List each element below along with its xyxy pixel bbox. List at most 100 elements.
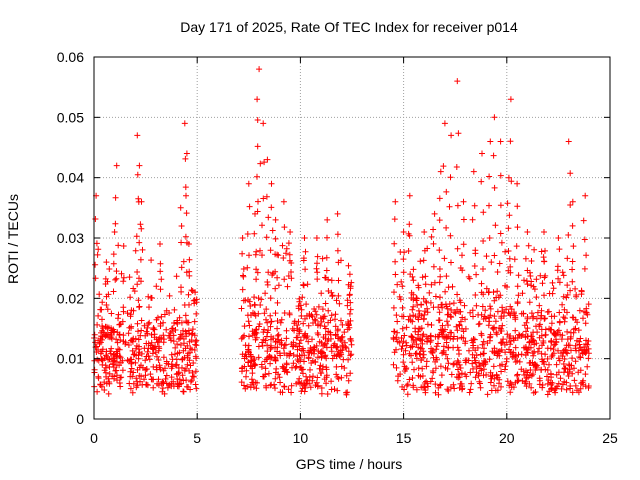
- data-point: [533, 315, 540, 322]
- data-point: [538, 248, 545, 255]
- data-point: [150, 325, 157, 331]
- data-point: [404, 391, 411, 398]
- data-point: [183, 192, 189, 199]
- data-point: [536, 345, 543, 352]
- data-point: [333, 363, 340, 370]
- data-point: [448, 371, 455, 378]
- data-point: [339, 321, 346, 328]
- data-point: [174, 317, 181, 324]
- data-point: [438, 372, 445, 379]
- data-point: [572, 285, 579, 292]
- data-point: [431, 210, 438, 217]
- data-point: [263, 356, 270, 363]
- data-point: [173, 356, 180, 363]
- data-point: [540, 339, 547, 346]
- data-point: [127, 385, 134, 392]
- data-point: [113, 367, 120, 374]
- data-point: [569, 258, 576, 265]
- data-point: [481, 357, 487, 364]
- data-point: [113, 336, 120, 343]
- data-point: [457, 318, 464, 325]
- data-point: [136, 239, 143, 246]
- data-point: [417, 258, 424, 265]
- data-point: [142, 372, 149, 379]
- data-point: [289, 325, 296, 332]
- data-point: [277, 319, 284, 326]
- data-point: [555, 347, 561, 354]
- data-point: [523, 328, 529, 335]
- data-point: [488, 387, 495, 394]
- data-point: [294, 346, 301, 353]
- data-point: [445, 322, 451, 329]
- data-point: [505, 225, 512, 232]
- data-point: [274, 325, 281, 332]
- data-point: [564, 291, 571, 298]
- data-point: [135, 355, 142, 362]
- data-point: [115, 242, 122, 249]
- data-point: [158, 276, 165, 283]
- data-point: [262, 365, 269, 372]
- data-point: [300, 382, 307, 389]
- data-point: [524, 349, 531, 356]
- data-point: [179, 364, 185, 371]
- data-point: [559, 301, 566, 308]
- data-point: [542, 272, 549, 279]
- data-point: [581, 308, 587, 315]
- data-point: [274, 299, 281, 306]
- data-point: [447, 384, 454, 391]
- data-point: [574, 387, 580, 394]
- data-point: [477, 351, 484, 358]
- data-point: [278, 341, 285, 348]
- data-point: [448, 259, 454, 266]
- data-point: [415, 282, 422, 289]
- data-point: [133, 342, 140, 349]
- x-tick-label: 0: [90, 430, 98, 446]
- data-point: [566, 369, 573, 375]
- data-point: [559, 381, 566, 388]
- data-point: [439, 331, 446, 338]
- data-point: [399, 304, 406, 311]
- data-point: [579, 379, 586, 386]
- data-point: [264, 319, 271, 326]
- data-point: [101, 387, 108, 393]
- data-point: [512, 344, 519, 351]
- data-point: [514, 372, 520, 379]
- data-point: [114, 372, 120, 379]
- data-point: [278, 316, 285, 323]
- data-point: [556, 357, 563, 364]
- data-point: [530, 389, 537, 396]
- data-point: [483, 253, 490, 260]
- data-point: [556, 318, 563, 325]
- data-point: [191, 373, 197, 380]
- data-point: [141, 376, 147, 383]
- data-point: [394, 377, 401, 384]
- y-tick-label: 0.03: [57, 230, 84, 246]
- data-point: [581, 236, 588, 243]
- data-point: [158, 380, 165, 387]
- data-point: [181, 120, 188, 127]
- data-point: [499, 308, 506, 315]
- data-point: [136, 162, 143, 169]
- data-point: [405, 248, 412, 254]
- data-point: [253, 334, 260, 341]
- data-point: [311, 316, 318, 323]
- data-point: [479, 150, 485, 157]
- data-point: [455, 359, 462, 366]
- data-point: [578, 287, 585, 294]
- data-point: [158, 313, 165, 320]
- data-point: [435, 384, 442, 391]
- data-point: [436, 195, 443, 202]
- data-point: [99, 357, 106, 364]
- data-point: [128, 323, 135, 330]
- data-point: [544, 355, 551, 362]
- data-point: [498, 368, 505, 375]
- data-point: [148, 295, 155, 301]
- data-point: [523, 319, 530, 326]
- data-point: [103, 293, 110, 300]
- data-point: [275, 331, 282, 338]
- data-point: [258, 361, 265, 368]
- data-point: [430, 240, 437, 247]
- data-point: [323, 372, 330, 379]
- data-point: [424, 380, 431, 387]
- data-point: [497, 339, 504, 346]
